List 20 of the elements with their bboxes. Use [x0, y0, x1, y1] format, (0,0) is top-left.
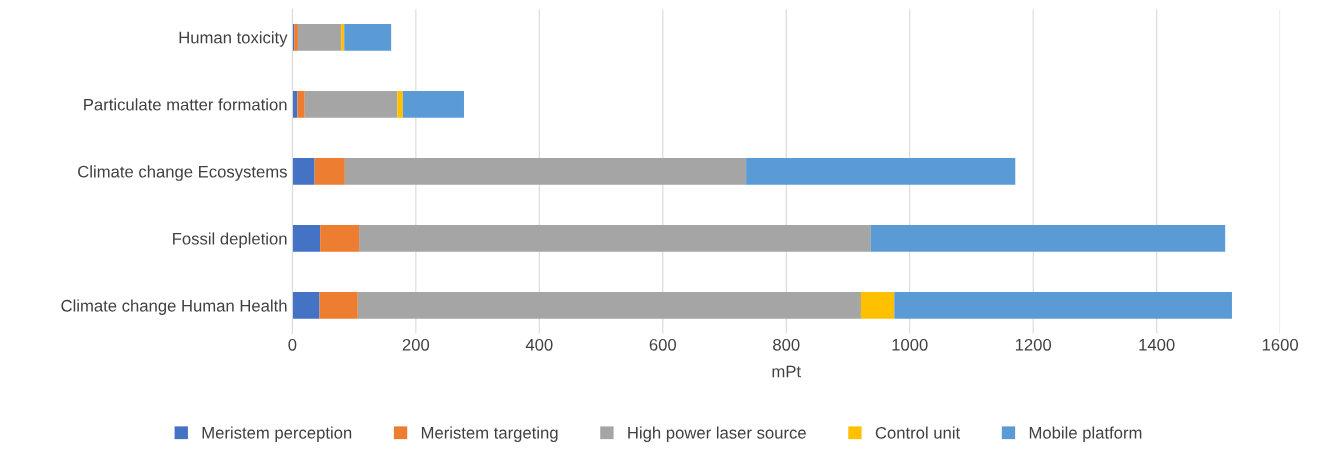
y-tick-label: Human toxicity: [179, 31, 288, 47]
x-tick-label: 1400: [1139, 338, 1175, 351]
x-tick-label: 1000: [892, 338, 928, 351]
x-tick-label: 200: [402, 338, 430, 351]
y-tick-label: Particulate matter formation: [84, 98, 287, 111]
legend-label: Meristem perception: [202, 426, 352, 442]
x-tick-label: 1200: [1015, 338, 1052, 351]
x-tick-label: 1600: [1262, 338, 1299, 351]
x-axis-title: mPt: [772, 365, 801, 378]
y-tick-label: Fossil depletion: [173, 232, 287, 248]
x-tick-label: 400: [525, 338, 553, 351]
x-tick-label: 800: [773, 338, 800, 351]
x-tick-label: 600: [649, 338, 677, 351]
y-tick-label: Climate change Ecosystems: [78, 165, 287, 181]
y-tick-label: Climate change Human Health: [61, 299, 287, 315]
legend-label: Mobile platform: [1029, 426, 1142, 442]
x-tick-label: 0: [288, 338, 297, 351]
legend-label: High power laser source: [628, 426, 806, 442]
legend-label: Meristem targeting: [421, 426, 558, 442]
legend-label: Control unit: [875, 426, 961, 439]
